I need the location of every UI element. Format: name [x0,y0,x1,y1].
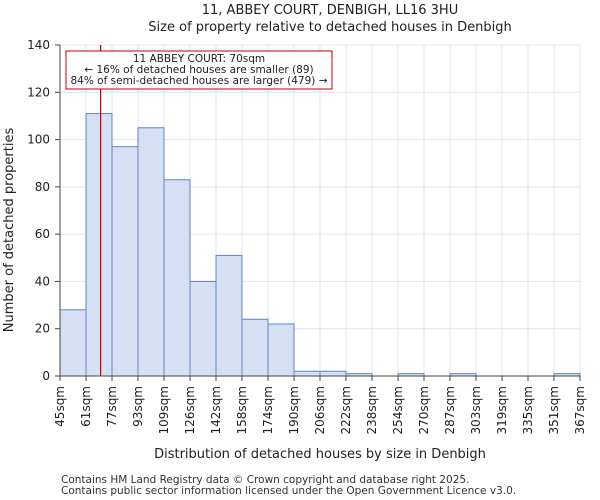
bars [59,113,581,377]
histogram-bar [137,127,165,377]
y-tick-label: 20 [35,322,50,336]
y-tick-label: 120 [27,85,50,99]
x-tick-label: 287sqm [443,386,457,434]
footer-line-1: Contains HM Land Registry data © Crown c… [61,474,469,486]
annotation-box [65,50,333,90]
histogram-bar [241,318,269,377]
histogram-bar [85,113,113,377]
annotation-line-2: ← 16% of detached houses are smaller (89… [84,64,313,76]
y-tick-label: 40 [35,274,50,288]
x-tick-label: 367sqm [573,386,587,434]
x-tick-label: 142sqm [209,386,223,434]
x-tick-label: 254sqm [391,386,405,434]
x-tick-label: 335sqm [521,386,535,434]
x-tick-label: 270sqm [417,386,431,434]
y-tick-label: 0 [42,369,50,383]
x-tick-label: 303sqm [469,386,483,434]
y-tick-label: 80 [35,180,50,194]
x-axis-label: Distribution of detached houses by size … [154,447,486,462]
histogram-bar [267,323,295,377]
x-tick-label: 238sqm [365,386,379,434]
histogram-bar [163,179,191,377]
x-tick-label: 61sqm [79,386,93,427]
y-axis-label: Number of detached properties [2,128,17,333]
x-tick-labels: 45sqm 61sqm 77sqm 93sqm 109sqm 126sqm 142sqm 15… [53,386,587,434]
histogram-bar [111,146,139,377]
axes [55,44,581,381]
x-tick-label: 126sqm [183,386,197,434]
x-tick-label: 319sqm [495,386,509,434]
x-tick-label: 222sqm [339,386,353,434]
histogram-bar [189,280,217,377]
x-tick-label: 93sqm [131,386,145,427]
y-tick-label: 100 [27,133,50,147]
histogram-bar [293,370,321,377]
y-tick-labels: 0 20 40 60 80 100 120 140 [27,38,50,383]
annotation-line-3: 84% of semi-detached houses are larger (… [71,75,328,87]
annotation-line-1: 11 ABBEY COURT: 70sqm [133,53,265,65]
histogram-bar [59,309,87,377]
x-tick-label: 77sqm [105,386,119,427]
x-tick-label: 206sqm [313,386,327,434]
x-tick-label: 351sqm [547,386,561,434]
chart-title: 11, ABBEY COURT, DENBIGH, LL16 3HU [202,3,458,18]
x-tick-label: 45sqm [53,386,67,427]
y-tick-label: 60 [35,227,50,241]
x-tick-label: 158sqm [235,386,249,434]
x-tick-label: 109sqm [157,386,171,434]
histogram-bar [215,254,243,377]
histogram-bar [319,370,347,377]
x-tick-label: 190sqm [287,386,301,434]
footer-line-2: Contains public sector information licen… [61,485,516,497]
chart-subtitle: Size of property relative to detached ho… [148,20,511,35]
x-tick-label: 174sqm [261,386,275,434]
y-tick-label: 140 [27,38,50,52]
property-marker: 11 ABBEY COURT: 70sqm← 16% of detached h… [65,45,333,376]
